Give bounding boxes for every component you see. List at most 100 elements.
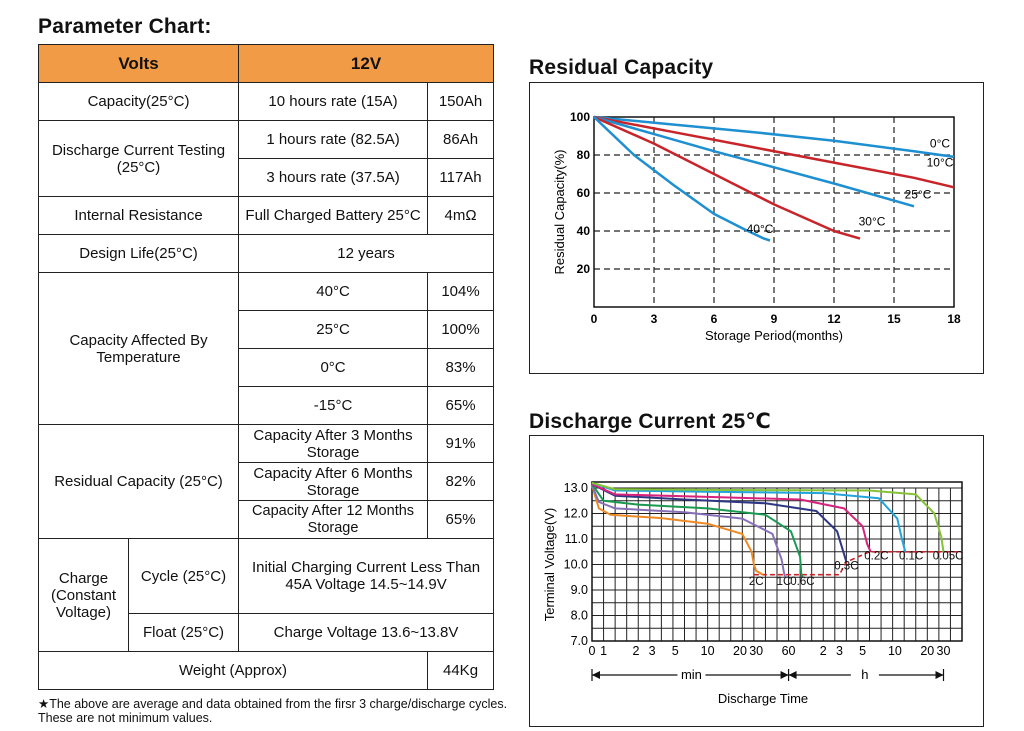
discharge-chart-panel: 7.0 8.0 9.0 10.0 11.0 12.0 13.0 0 1 2 3 5 10 20 30 60 2 3… bbox=[529, 435, 984, 727]
series-label: 1C bbox=[777, 576, 792, 588]
design-life-label: Design Life(25°C) bbox=[37, 234, 240, 273]
temperature-label: Capacity Affected By Temperature bbox=[37, 272, 240, 425]
residual-t-2: Capacity After 6 Months Storage bbox=[238, 462, 429, 501]
residual-capacity-chart: 0 3 6 9 12 15 18 20 40 60 80 100 Storage Period(mont… bbox=[552, 110, 961, 343]
y-tick-label: 7.0 bbox=[571, 634, 588, 648]
unit-label-bg bbox=[850, 667, 879, 681]
unit-label-bg bbox=[677, 667, 706, 681]
y-tick-label: 12.0 bbox=[564, 507, 588, 521]
cycle-label: Cycle (25°C) bbox=[127, 538, 240, 614]
discharge-rate-3: 3 hours rate (37.5A) bbox=[238, 158, 429, 197]
residual-v-1: 91% bbox=[427, 424, 495, 463]
arrow-head bbox=[780, 671, 789, 679]
volts-value: 12V bbox=[238, 44, 495, 83]
plot-frame bbox=[591, 481, 963, 642]
x-tick-label: 18 bbox=[947, 312, 961, 326]
parameter-table: Volts 12V Capacity(25°C) 10 hours rate (… bbox=[37, 44, 495, 690]
resistance-label: Internal Resistance bbox=[37, 196, 240, 235]
x-tick-label: 3 bbox=[836, 644, 843, 658]
x-axis-label: Discharge Time bbox=[718, 691, 808, 706]
y-tick-label: 60 bbox=[577, 186, 591, 200]
discharge-rate-1: 1 hours rate (82.5A) bbox=[238, 120, 429, 159]
series-label: 25°C bbox=[905, 188, 932, 202]
series-line bbox=[593, 115, 955, 189]
y-tick-label: 100 bbox=[570, 110, 590, 124]
x-tick-label: 20 bbox=[920, 644, 934, 658]
capacity-value: 150Ah bbox=[427, 82, 495, 121]
temperature-v-1: 104% bbox=[427, 272, 495, 311]
discharge-chart-title: Discharge Current 25℃ bbox=[529, 410, 772, 433]
weight-value: 44Kg bbox=[427, 651, 495, 690]
series-line bbox=[591, 485, 764, 576]
table-row: Charge (Constant Voltage) Cycle (25°C) I… bbox=[38, 538, 495, 652]
x-axis-label: Storage Period(months) bbox=[705, 328, 843, 343]
x-tick-label: 15 bbox=[887, 312, 901, 326]
y-tick-label: 80 bbox=[577, 148, 591, 162]
resistance-condition: Full Charged Battery 25°C bbox=[238, 196, 429, 235]
temperature-t-4: -15°C bbox=[238, 386, 429, 425]
page-title: Parameter Chart: bbox=[38, 15, 212, 38]
series-line bbox=[591, 483, 872, 553]
design-life-value: 12 years bbox=[238, 234, 495, 273]
x-tick-label: 3 bbox=[649, 644, 656, 658]
series-label: 40°C bbox=[747, 222, 774, 236]
x-tick-label: 0 bbox=[589, 644, 596, 658]
residual-t-1: Capacity After 3 Months Storage bbox=[238, 424, 429, 463]
capacity-label: Capacity(25°C) bbox=[37, 82, 240, 121]
table-row: Capacity After 6 Months Storage 82% bbox=[39, 462, 495, 501]
x-tick-label: 2 bbox=[820, 644, 827, 658]
x-tick-label: 1 bbox=[600, 644, 607, 658]
table-row: Discharge Current Testing (25°C) 1 hours… bbox=[37, 120, 495, 197]
plot-frame bbox=[593, 116, 955, 308]
residual-v-2: 82% bbox=[427, 462, 495, 501]
table-row: Float (25°C) Charge Voltage 13.6~13.8V bbox=[39, 613, 495, 652]
temperature-v-4: 65% bbox=[427, 386, 495, 425]
series-line bbox=[593, 115, 955, 159]
y-axis-label: Terminal Voltage(V) bbox=[542, 508, 557, 621]
x-tick-label: 30 bbox=[749, 644, 763, 658]
x-tick-label: 6 bbox=[711, 312, 718, 326]
discharge-value-1: 86Ah bbox=[427, 120, 495, 159]
series-label: 0°C bbox=[930, 136, 950, 150]
temperature-t-2: 25°C bbox=[238, 310, 429, 349]
series-label: 0.2C bbox=[864, 550, 888, 562]
cycle-value: Initial Charging Current Less Than 45A V… bbox=[238, 538, 495, 614]
series-line bbox=[591, 483, 804, 578]
discharge-value-3: 117Ah bbox=[427, 158, 495, 197]
series-line bbox=[591, 485, 787, 578]
x-tick-label: 3 bbox=[651, 312, 658, 326]
footnote: ★The above are average and data obtained… bbox=[38, 697, 508, 725]
table-row: Capacity(25°C) 10 hours rate (15A) 150Ah bbox=[37, 82, 495, 121]
charge-label: Charge (Constant Voltage) bbox=[38, 538, 129, 652]
discharge-current-chart: 7.08.09.010.011.012.013.00 1 2 3 5 10 20 30 60 2 3… bbox=[542, 481, 964, 706]
table-row: Weight (Approx) 44Kg bbox=[37, 651, 495, 690]
arrow-head bbox=[592, 671, 600, 679]
y-axis-label: Residual Capacity(%) bbox=[552, 150, 567, 275]
temperature-t-1: 40°C bbox=[238, 272, 429, 311]
y-tick-label: 20 bbox=[577, 262, 591, 276]
discharge-label: Discharge Current Testing (25°C) bbox=[37, 120, 240, 197]
y-tick-label: 10.0 bbox=[564, 558, 588, 572]
series-line bbox=[591, 483, 848, 563]
table-header-row: Volts 12V bbox=[37, 44, 495, 83]
x-tick-label: 9 bbox=[771, 312, 778, 326]
x-tick-label: 5 bbox=[859, 644, 866, 658]
table-row: -15°C 65% bbox=[39, 386, 495, 425]
table-row: 3 hours rate (37.5A) 117Ah bbox=[39, 158, 495, 197]
table-row: Internal Resistance Full Charged Battery… bbox=[37, 196, 495, 235]
series-line bbox=[593, 115, 861, 240]
table-row: Design Life(25°C) 12 years bbox=[37, 234, 495, 273]
residual-v-3: 65% bbox=[427, 500, 495, 539]
volts-label: Volts bbox=[37, 44, 240, 83]
resistance-value: 4mΩ bbox=[427, 196, 495, 235]
y-tick-label: 9.0 bbox=[571, 583, 588, 597]
series-label: 0.05C bbox=[933, 550, 964, 562]
residual-t-3: Capacity After 12 Months Storage bbox=[238, 500, 429, 539]
x-tick-label: 5 bbox=[672, 644, 679, 658]
series-line bbox=[593, 115, 915, 208]
table-row: Capacity Affected By Temperature 40°C 10… bbox=[37, 272, 495, 425]
table-row: 0°C 83% bbox=[39, 348, 495, 387]
y-tick-label: 11.0 bbox=[565, 532, 588, 546]
float-label: Float (25°C) bbox=[127, 613, 240, 652]
y-tick-label: 13.0 bbox=[564, 481, 588, 495]
